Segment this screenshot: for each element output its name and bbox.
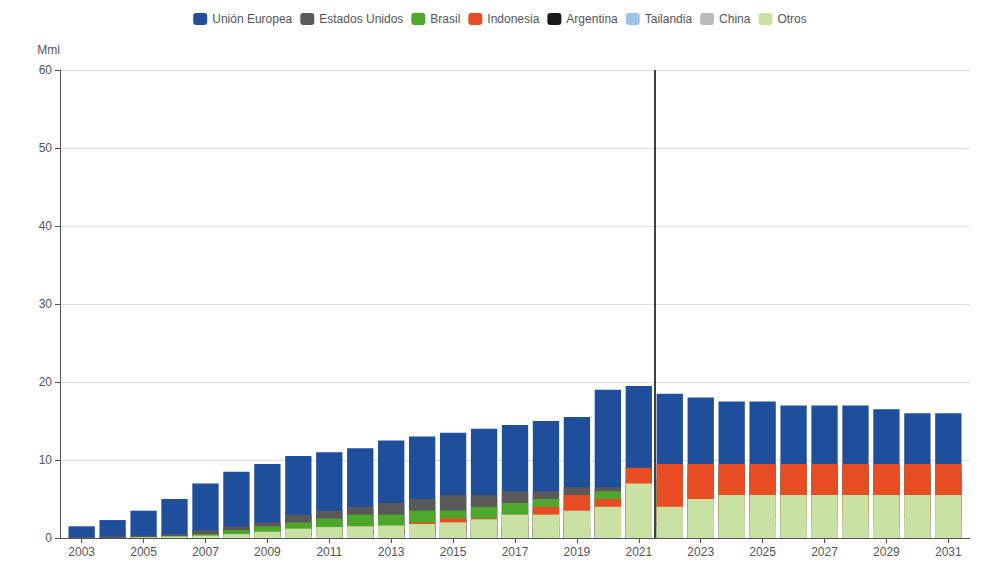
svg-text:2011: 2011 <box>316 545 342 559</box>
svg-text:2005: 2005 <box>130 545 157 559</box>
svg-text:Argentina: Argentina <box>566 12 618 26</box>
svg-text:China: China <box>719 12 751 26</box>
svg-text:Estados Unidos: Estados Unidos <box>319 12 403 26</box>
svg-text:2017: 2017 <box>502 545 529 559</box>
svg-text:0: 0 <box>45 531 52 545</box>
svg-text:2031: 2031 <box>935 545 962 559</box>
svg-text:2019: 2019 <box>564 545 591 559</box>
svg-text:50: 50 <box>39 141 53 155</box>
svg-text:2025: 2025 <box>749 545 776 559</box>
svg-text:2015: 2015 <box>440 545 467 559</box>
svg-text:2003: 2003 <box>68 545 95 559</box>
svg-text:2007: 2007 <box>192 545 219 559</box>
svg-text:20: 20 <box>39 375 53 389</box>
svg-text:2021: 2021 <box>625 545 652 559</box>
svg-text:Otros: Otros <box>777 12 806 26</box>
svg-text:2023: 2023 <box>687 545 714 559</box>
svg-text:Unión Europea: Unión Europea <box>212 12 292 26</box>
svg-text:Indonesia: Indonesia <box>487 12 539 26</box>
svg-text:2027: 2027 <box>811 545 838 559</box>
svg-text:40: 40 <box>39 219 53 233</box>
svg-text:30: 30 <box>39 297 53 311</box>
svg-text:2029: 2029 <box>873 545 900 559</box>
svg-text:2009: 2009 <box>254 545 281 559</box>
svg-text:Brasil: Brasil <box>430 12 460 26</box>
svg-text:2013: 2013 <box>378 545 405 559</box>
svg-text:60: 60 <box>39 63 53 77</box>
svg-text:Mml: Mml <box>37 43 60 57</box>
svg-text:10: 10 <box>39 453 53 467</box>
svg-text:Tailandia: Tailandia <box>645 12 693 26</box>
